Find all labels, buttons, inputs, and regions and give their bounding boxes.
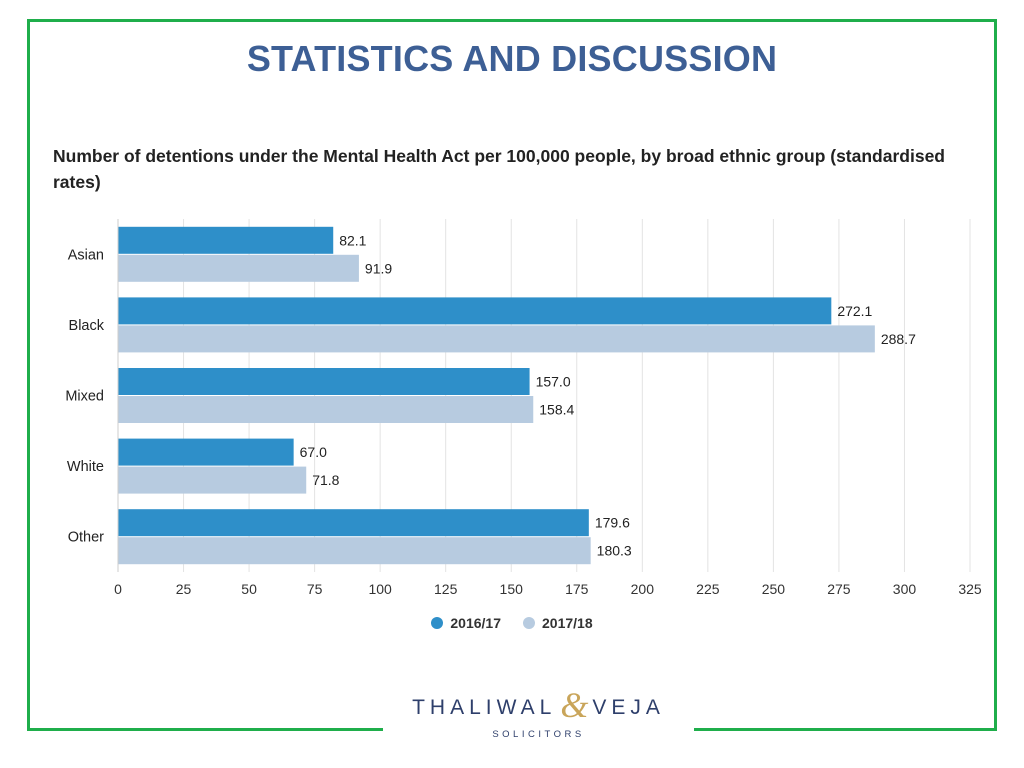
x-tick-label: 300 bbox=[893, 581, 917, 597]
legend-swatch-2017 bbox=[523, 617, 535, 629]
data-label: 71.8 bbox=[312, 472, 339, 488]
data-label: 179.6 bbox=[595, 515, 630, 531]
logo-ampersand: & bbox=[560, 685, 589, 725]
bar-2016 bbox=[118, 368, 530, 395]
chart-legend: 2016/17 2017/18 bbox=[0, 615, 1024, 631]
bar-2016 bbox=[118, 509, 589, 537]
legend-label-2017: 2017/18 bbox=[542, 615, 593, 631]
x-tick-label: 0 bbox=[114, 581, 122, 597]
category-label: White bbox=[67, 459, 104, 475]
x-tick-label: 325 bbox=[958, 581, 982, 597]
x-tick-label: 275 bbox=[827, 581, 851, 597]
x-tick-label: 175 bbox=[565, 581, 589, 597]
company-logo: THALIWAL & VEJA SOLICITORS bbox=[383, 685, 694, 740]
x-tick-label: 225 bbox=[696, 581, 720, 597]
x-tick-label: 200 bbox=[631, 581, 655, 597]
category-label: Asian bbox=[68, 247, 104, 263]
legend-swatch-2016 bbox=[431, 617, 444, 629]
data-label: 272.1 bbox=[837, 303, 872, 319]
x-tick-label: 150 bbox=[500, 581, 524, 597]
bar-2016 bbox=[118, 226, 334, 254]
x-tick-label: 50 bbox=[241, 581, 257, 597]
data-label: 180.3 bbox=[597, 543, 632, 559]
footer-gap bbox=[383, 726, 694, 738]
x-tick-label: 100 bbox=[368, 581, 392, 597]
legend-item-2017[interactable]: 2017/18 bbox=[523, 615, 593, 631]
logo-wordmark: THALIWAL & VEJA bbox=[383, 685, 694, 725]
slide-title: STATISTICS AND DISCUSSION bbox=[246, 38, 778, 79]
category-label: Black bbox=[69, 318, 105, 334]
bar-2016 bbox=[118, 438, 294, 466]
legend-label-2016: 2016/17 bbox=[450, 615, 501, 631]
x-tick-label: 25 bbox=[176, 581, 192, 597]
data-label: 157.0 bbox=[536, 374, 571, 390]
data-label: 82.1 bbox=[339, 232, 366, 248]
bar-2017 bbox=[118, 325, 875, 353]
x-tick-label: 250 bbox=[762, 581, 786, 597]
logo-right-word: VEJA bbox=[592, 696, 665, 719]
category-label: Other bbox=[68, 530, 104, 546]
logo-left-word: THALIWAL bbox=[412, 696, 557, 719]
data-label: 158.4 bbox=[539, 402, 574, 418]
bar-2017 bbox=[118, 537, 591, 565]
bar-2017 bbox=[118, 254, 359, 282]
logo-subtitle: SOLICITORS bbox=[492, 729, 585, 740]
chart-title: Number of detentions under the Mental He… bbox=[53, 146, 945, 192]
bar-2017 bbox=[118, 396, 534, 423]
category-label: Mixed bbox=[65, 389, 104, 405]
x-tick-label: 75 bbox=[307, 581, 323, 597]
data-label: 288.7 bbox=[881, 331, 916, 347]
data-label: 91.9 bbox=[365, 260, 392, 276]
bar-2017 bbox=[118, 466, 307, 494]
data-label: 67.0 bbox=[300, 444, 327, 460]
legend-item-2016[interactable]: 2016/17 bbox=[431, 615, 501, 631]
bar-2016 bbox=[118, 297, 832, 325]
x-tick-label: 125 bbox=[434, 581, 458, 597]
